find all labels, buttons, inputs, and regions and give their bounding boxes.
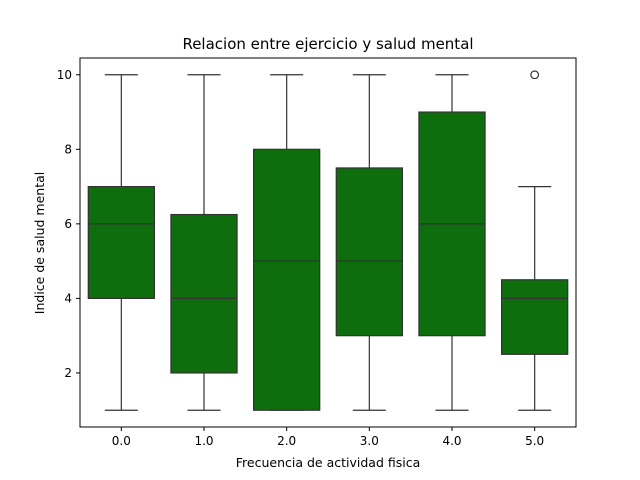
x-axis-label: Frecuencia de actividad fisica <box>236 455 421 470</box>
box-2.0 <box>253 148 321 411</box>
x-tick-label: 0.0 <box>112 434 131 448</box>
y-tick-label: 4 <box>64 291 72 305</box>
box-1.0 <box>170 213 238 374</box>
y-tick-label: 10 <box>57 68 72 82</box>
y-tick-label: 8 <box>64 142 72 156</box>
axes-frame <box>79 57 577 428</box>
outlier-point <box>530 70 540 80</box>
box-3.0 <box>335 167 403 337</box>
box-5.0 <box>501 279 569 355</box>
y-tick-label: 6 <box>64 217 72 231</box>
x-tick-label: 3.0 <box>360 434 379 448</box>
plot-area: 2 4 6 8 10 0.0 1.0 2.0 3.0 4.0 5.0 <box>57 57 577 448</box>
x-tick-label: 1.0 <box>194 434 213 448</box>
x-tick-label: 5.0 <box>525 434 544 448</box>
y-axis-label: Indice de salud mental <box>32 172 47 314</box>
box-0.0 <box>87 185 156 300</box>
x-tick-label: 4.0 <box>442 434 461 448</box>
x-tick-label: 2.0 <box>277 434 296 448</box>
y-tick-label: 2 <box>64 366 72 380</box>
chart-title: Relacion entre ejercicio y salud mental <box>182 35 473 53</box>
